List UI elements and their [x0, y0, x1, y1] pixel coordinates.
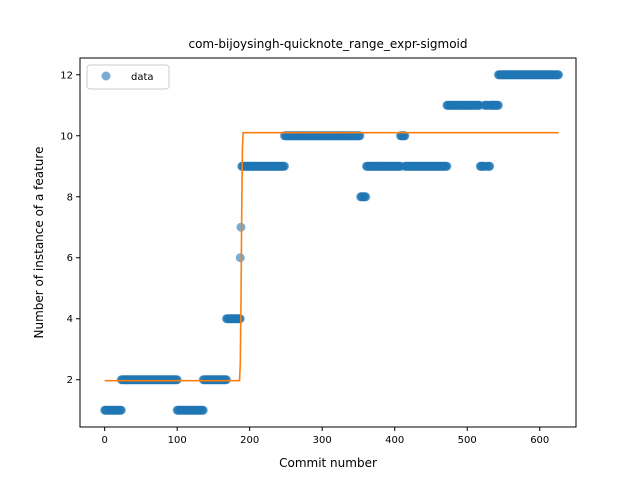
y-tick-label: 8	[67, 192, 73, 203]
data-point	[235, 253, 245, 263]
y-axis-label: Number of instance of a feature	[32, 147, 46, 339]
legend: data	[86, 64, 170, 90]
y-tick-label: 12	[60, 70, 73, 81]
data-point	[279, 161, 289, 171]
data-point	[485, 161, 495, 171]
data-point	[116, 405, 126, 415]
x-tick-label: 0	[101, 435, 107, 446]
x-tick-label: 100	[168, 435, 187, 446]
y-tick-label: 6	[67, 253, 73, 264]
x-tick-label: 600	[530, 435, 549, 446]
x-tick-label: 200	[240, 435, 259, 446]
x-tick-label: 500	[458, 435, 477, 446]
x-tick-label: 300	[313, 435, 332, 446]
sigmoid-fit-line	[104, 131, 559, 382]
legend-marker	[101, 71, 111, 81]
data-point	[172, 375, 182, 385]
y-tick-label: 10	[60, 131, 73, 142]
data-point	[361, 192, 371, 202]
x-axis-label: Commit number	[279, 456, 377, 470]
data-point	[554, 70, 564, 80]
legend-label-data: data	[131, 72, 154, 83]
x-axis: 0 100 200 300 400 500 600	[101, 427, 549, 446]
legend-box	[86, 64, 170, 90]
data-point	[198, 405, 208, 415]
y-tick-label: 2	[67, 375, 73, 386]
y-axis: 2 4 6 8 10 12	[60, 70, 80, 386]
plot-frame	[79, 57, 577, 428]
data-point	[221, 375, 231, 385]
data-point	[442, 161, 452, 171]
data-point	[493, 100, 503, 110]
plot-content	[100, 70, 564, 415]
chart-title: com-bijoysingh-quicknote_range_expr-sigm…	[188, 37, 467, 51]
x-tick-label: 400	[385, 435, 404, 446]
y-tick-label: 4	[67, 314, 73, 325]
